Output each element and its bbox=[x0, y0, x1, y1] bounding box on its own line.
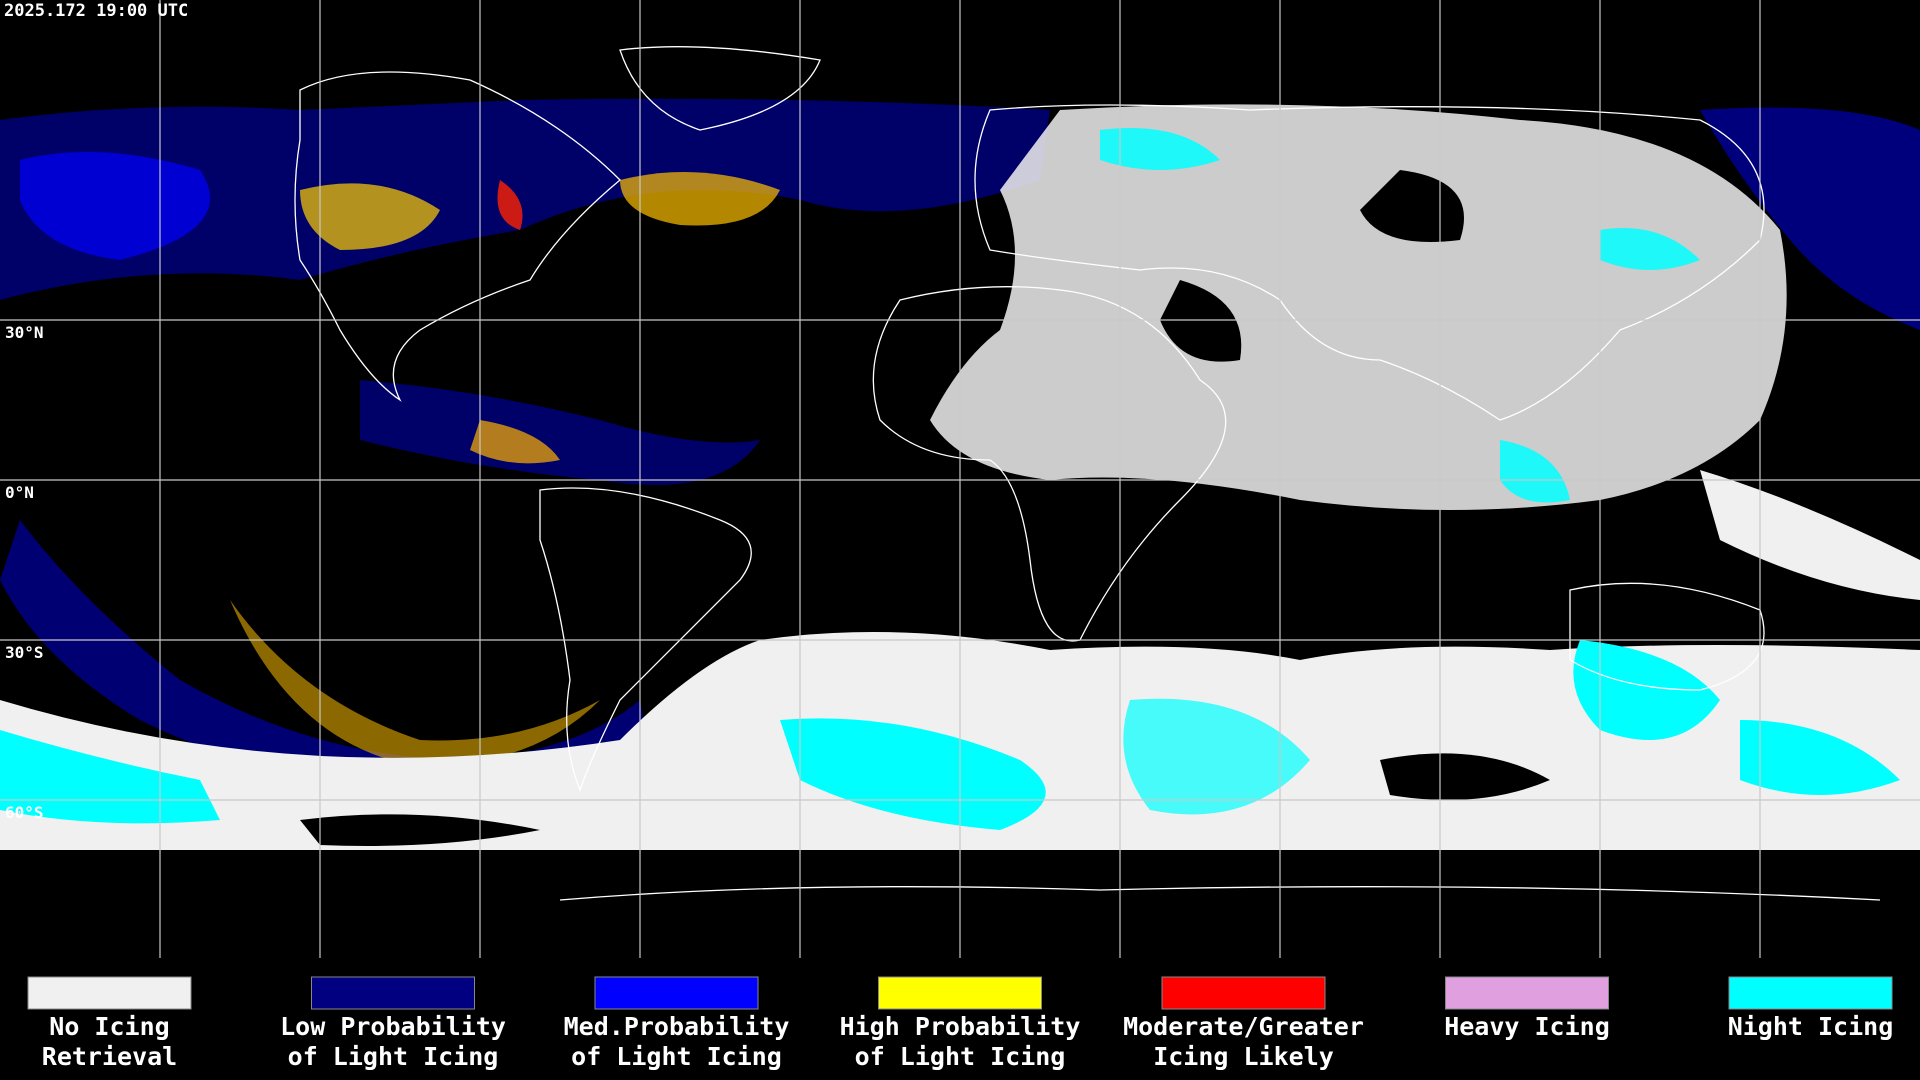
legend-swatch bbox=[1445, 976, 1609, 1010]
legend-label: No Icing bbox=[49, 1012, 169, 1041]
legend-label: of Light Icing bbox=[571, 1042, 782, 1071]
latitude-label: 30°S bbox=[5, 643, 44, 662]
legend-label: Moderate/Greater bbox=[1123, 1012, 1364, 1041]
legend-swatch bbox=[1161, 976, 1326, 1010]
legend-label: Med.Probability bbox=[564, 1012, 790, 1041]
legend-label: Retrieval bbox=[42, 1042, 177, 1071]
legend-label: Low Probability bbox=[280, 1012, 506, 1041]
legend-swatch bbox=[311, 976, 475, 1010]
latitude-label: 60°S bbox=[5, 803, 44, 822]
legend-label: High Probability bbox=[840, 1012, 1081, 1041]
legend-swatch bbox=[1728, 976, 1893, 1010]
timestamp: 2025.172 19:00 UTC bbox=[4, 1, 188, 21]
legend-label: Night Icing bbox=[1728, 1012, 1894, 1041]
coastlines bbox=[294, 46, 1881, 901]
legend-swatch bbox=[594, 976, 759, 1010]
graticule: 30°N 0°N 30°S 60°S bbox=[0, 0, 1920, 958]
legend-label: Heavy Icing bbox=[1444, 1012, 1610, 1041]
latitude-label: 0°N bbox=[5, 483, 34, 502]
legend-swatch bbox=[878, 976, 1042, 1010]
legend-swatch bbox=[27, 976, 192, 1010]
legend-label: of Light Icing bbox=[855, 1042, 1066, 1071]
legend-label: of Light Icing bbox=[288, 1042, 499, 1071]
latitude-label: 30°N bbox=[5, 323, 44, 342]
legend-label: Icing Likely bbox=[1153, 1042, 1334, 1071]
